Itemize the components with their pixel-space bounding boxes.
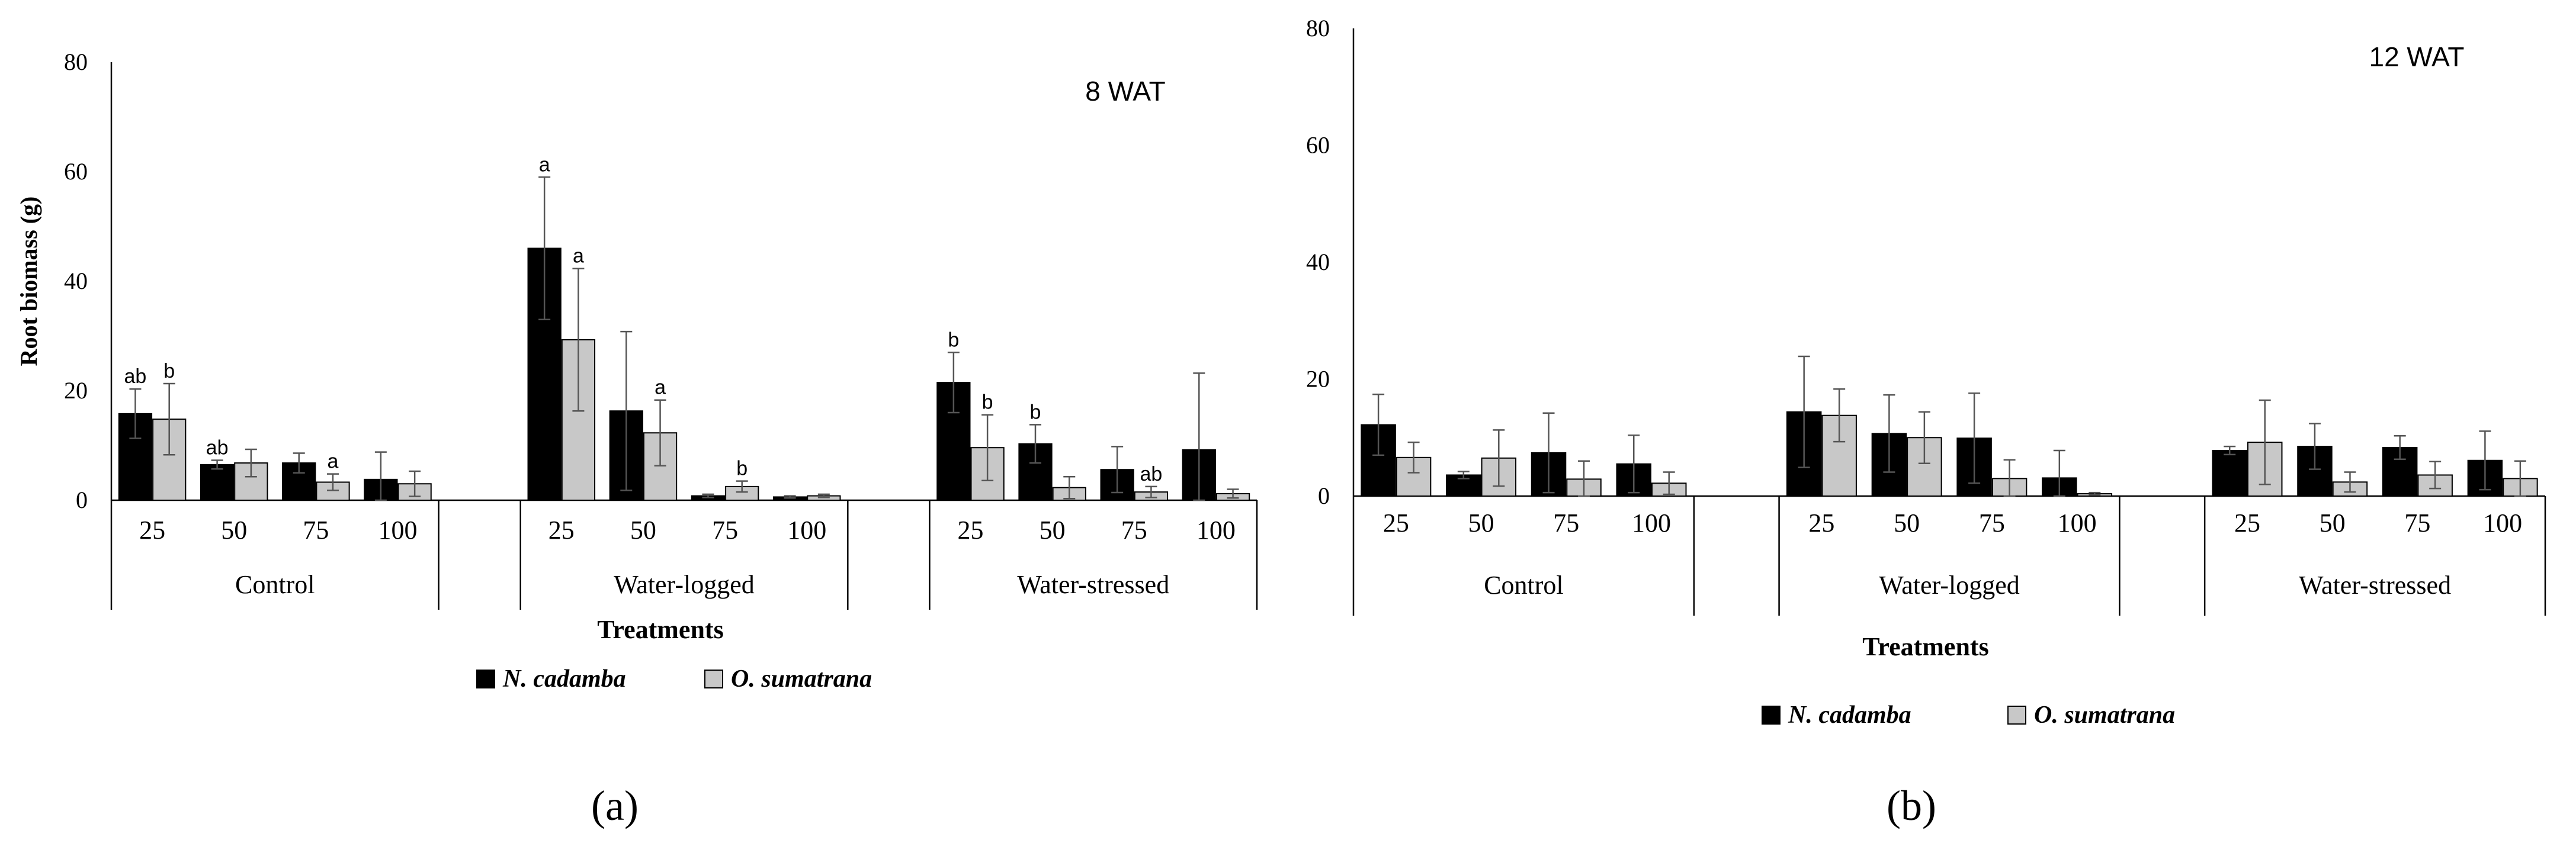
- legend-label: O. sumatrana: [731, 665, 872, 693]
- chart-title: 8 WAT: [1085, 76, 1165, 107]
- group-label: Water-stressed: [1017, 570, 1169, 599]
- category-tick-label: 50: [630, 516, 656, 545]
- category-tick-label: 25: [1383, 509, 1409, 538]
- x-axis-title: Treatments: [1862, 632, 1988, 661]
- significance-label: b: [982, 391, 993, 414]
- category-tick-label: 50: [1894, 509, 1920, 538]
- group-label: Water-logged: [614, 570, 754, 599]
- panel-label: (b): [1887, 782, 1936, 829]
- panel-label: (a): [591, 782, 639, 829]
- significance-label: a: [573, 245, 584, 268]
- group-label: Control: [235, 570, 315, 599]
- y-tick-label: 80: [1306, 15, 1330, 41]
- significance-label: a: [328, 450, 339, 473]
- y-tick-label: 60: [64, 158, 88, 185]
- legend-label: N. cadamba: [502, 665, 626, 693]
- legend-label: N. cadamba: [1788, 701, 1911, 729]
- bar-n-cadamba: [200, 464, 235, 501]
- y-tick-label: 20: [1306, 366, 1330, 392]
- category-tick-label: 50: [1468, 509, 1494, 538]
- significance-label: a: [655, 376, 666, 399]
- significance-label: ab: [1140, 463, 1163, 485]
- y-tick-label: 0: [1318, 482, 1330, 509]
- y-tick-label: 40: [1306, 249, 1330, 275]
- y-tick-label: 0: [76, 487, 88, 513]
- category-tick-label: 50: [2320, 509, 2346, 538]
- category-tick-label: 25: [139, 516, 165, 545]
- bar-n-cadamba: [2212, 449, 2248, 497]
- significance-label: b: [1030, 401, 1041, 423]
- category-tick-label: 25: [958, 516, 984, 545]
- category-tick-label: 100: [2058, 509, 2097, 538]
- group-label: Water-logged: [1879, 571, 2019, 600]
- legend-swatch: [704, 670, 723, 688]
- chart-panel-b: 0 20 40 60 80 Control 25 50 75 100 Water-logged 25 5…: [1306, 15, 2546, 829]
- y-tick-label: 60: [1306, 132, 1330, 159]
- category-tick-label: 75: [712, 516, 738, 545]
- legend-swatch: [1762, 706, 1781, 725]
- category-tick-label: 75: [1121, 516, 1147, 545]
- chart-panel-a: 0 20 40 60 80 Control 25 50 75 100 Water-logged 25 5…: [15, 49, 1258, 829]
- category-tick-label: 75: [303, 516, 329, 545]
- category-tick-label: 100: [1196, 516, 1236, 545]
- category-tick-label: 75: [2404, 509, 2430, 538]
- category-tick-label: 100: [2483, 509, 2522, 538]
- significance-label: b: [163, 360, 175, 382]
- y-tick-label: 40: [64, 268, 88, 294]
- category-tick-label: 25: [548, 516, 575, 545]
- group-label: Control: [1484, 571, 1563, 600]
- significance-label: ab: [124, 365, 147, 388]
- significance-label: b: [736, 458, 748, 480]
- bar-o-sumatrana: [1821, 414, 1857, 497]
- significance-label: ab: [206, 436, 229, 459]
- category-tick-label: 75: [1553, 509, 1579, 538]
- bar-n-cadamba: [527, 247, 562, 501]
- category-tick-label: 25: [2234, 509, 2260, 538]
- significance-label: a: [539, 153, 550, 176]
- y-tick-label: 20: [64, 377, 88, 404]
- category-tick-label: 100: [787, 516, 826, 545]
- significance-label: b: [948, 329, 959, 351]
- category-tick-label: 50: [1040, 516, 1066, 545]
- y-tick-label: 80: [64, 49, 88, 75]
- chart-title: 12 WAT: [2369, 41, 2464, 72]
- category-tick-label: 100: [378, 516, 418, 545]
- legend-swatch: [2007, 706, 2026, 725]
- category-tick-label: 25: [1808, 509, 1834, 538]
- category-tick-label: 100: [1632, 509, 1671, 538]
- y-axis-title: Root biomass (g): [15, 197, 42, 366]
- legend-label: O. sumatrana: [2034, 701, 2175, 729]
- legend-swatch: [476, 670, 495, 688]
- category-tick-label: 75: [1979, 509, 2005, 538]
- group-label: Water-stressed: [2299, 571, 2451, 600]
- category-tick-label: 50: [221, 516, 247, 545]
- x-axis-title: Treatments: [597, 615, 723, 644]
